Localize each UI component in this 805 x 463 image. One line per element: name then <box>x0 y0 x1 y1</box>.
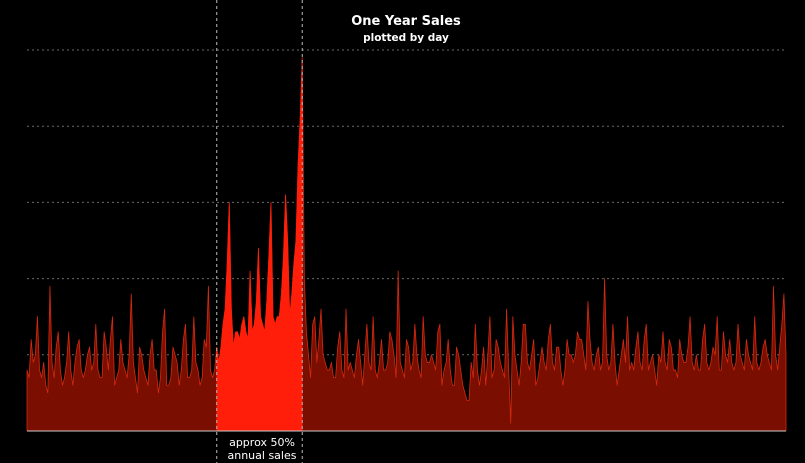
peak-season-area <box>216 57 303 432</box>
daily-sales-area <box>26 57 787 432</box>
highlight-label-line2: annual sales <box>228 449 297 462</box>
gridlines <box>27 49 786 356</box>
chart-subtitle: plotted by day <box>363 32 449 44</box>
highlight-label-line1: approx 50% <box>229 436 295 449</box>
chart-title: One Year Sales <box>351 14 461 29</box>
